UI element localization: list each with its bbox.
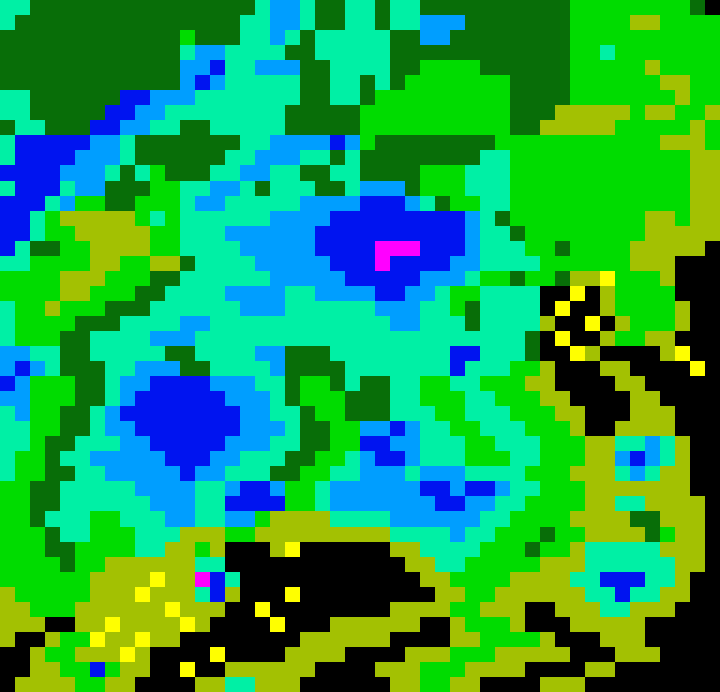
weather-raster-canvas bbox=[0, 0, 720, 692]
weather-raster-map bbox=[0, 0, 720, 692]
